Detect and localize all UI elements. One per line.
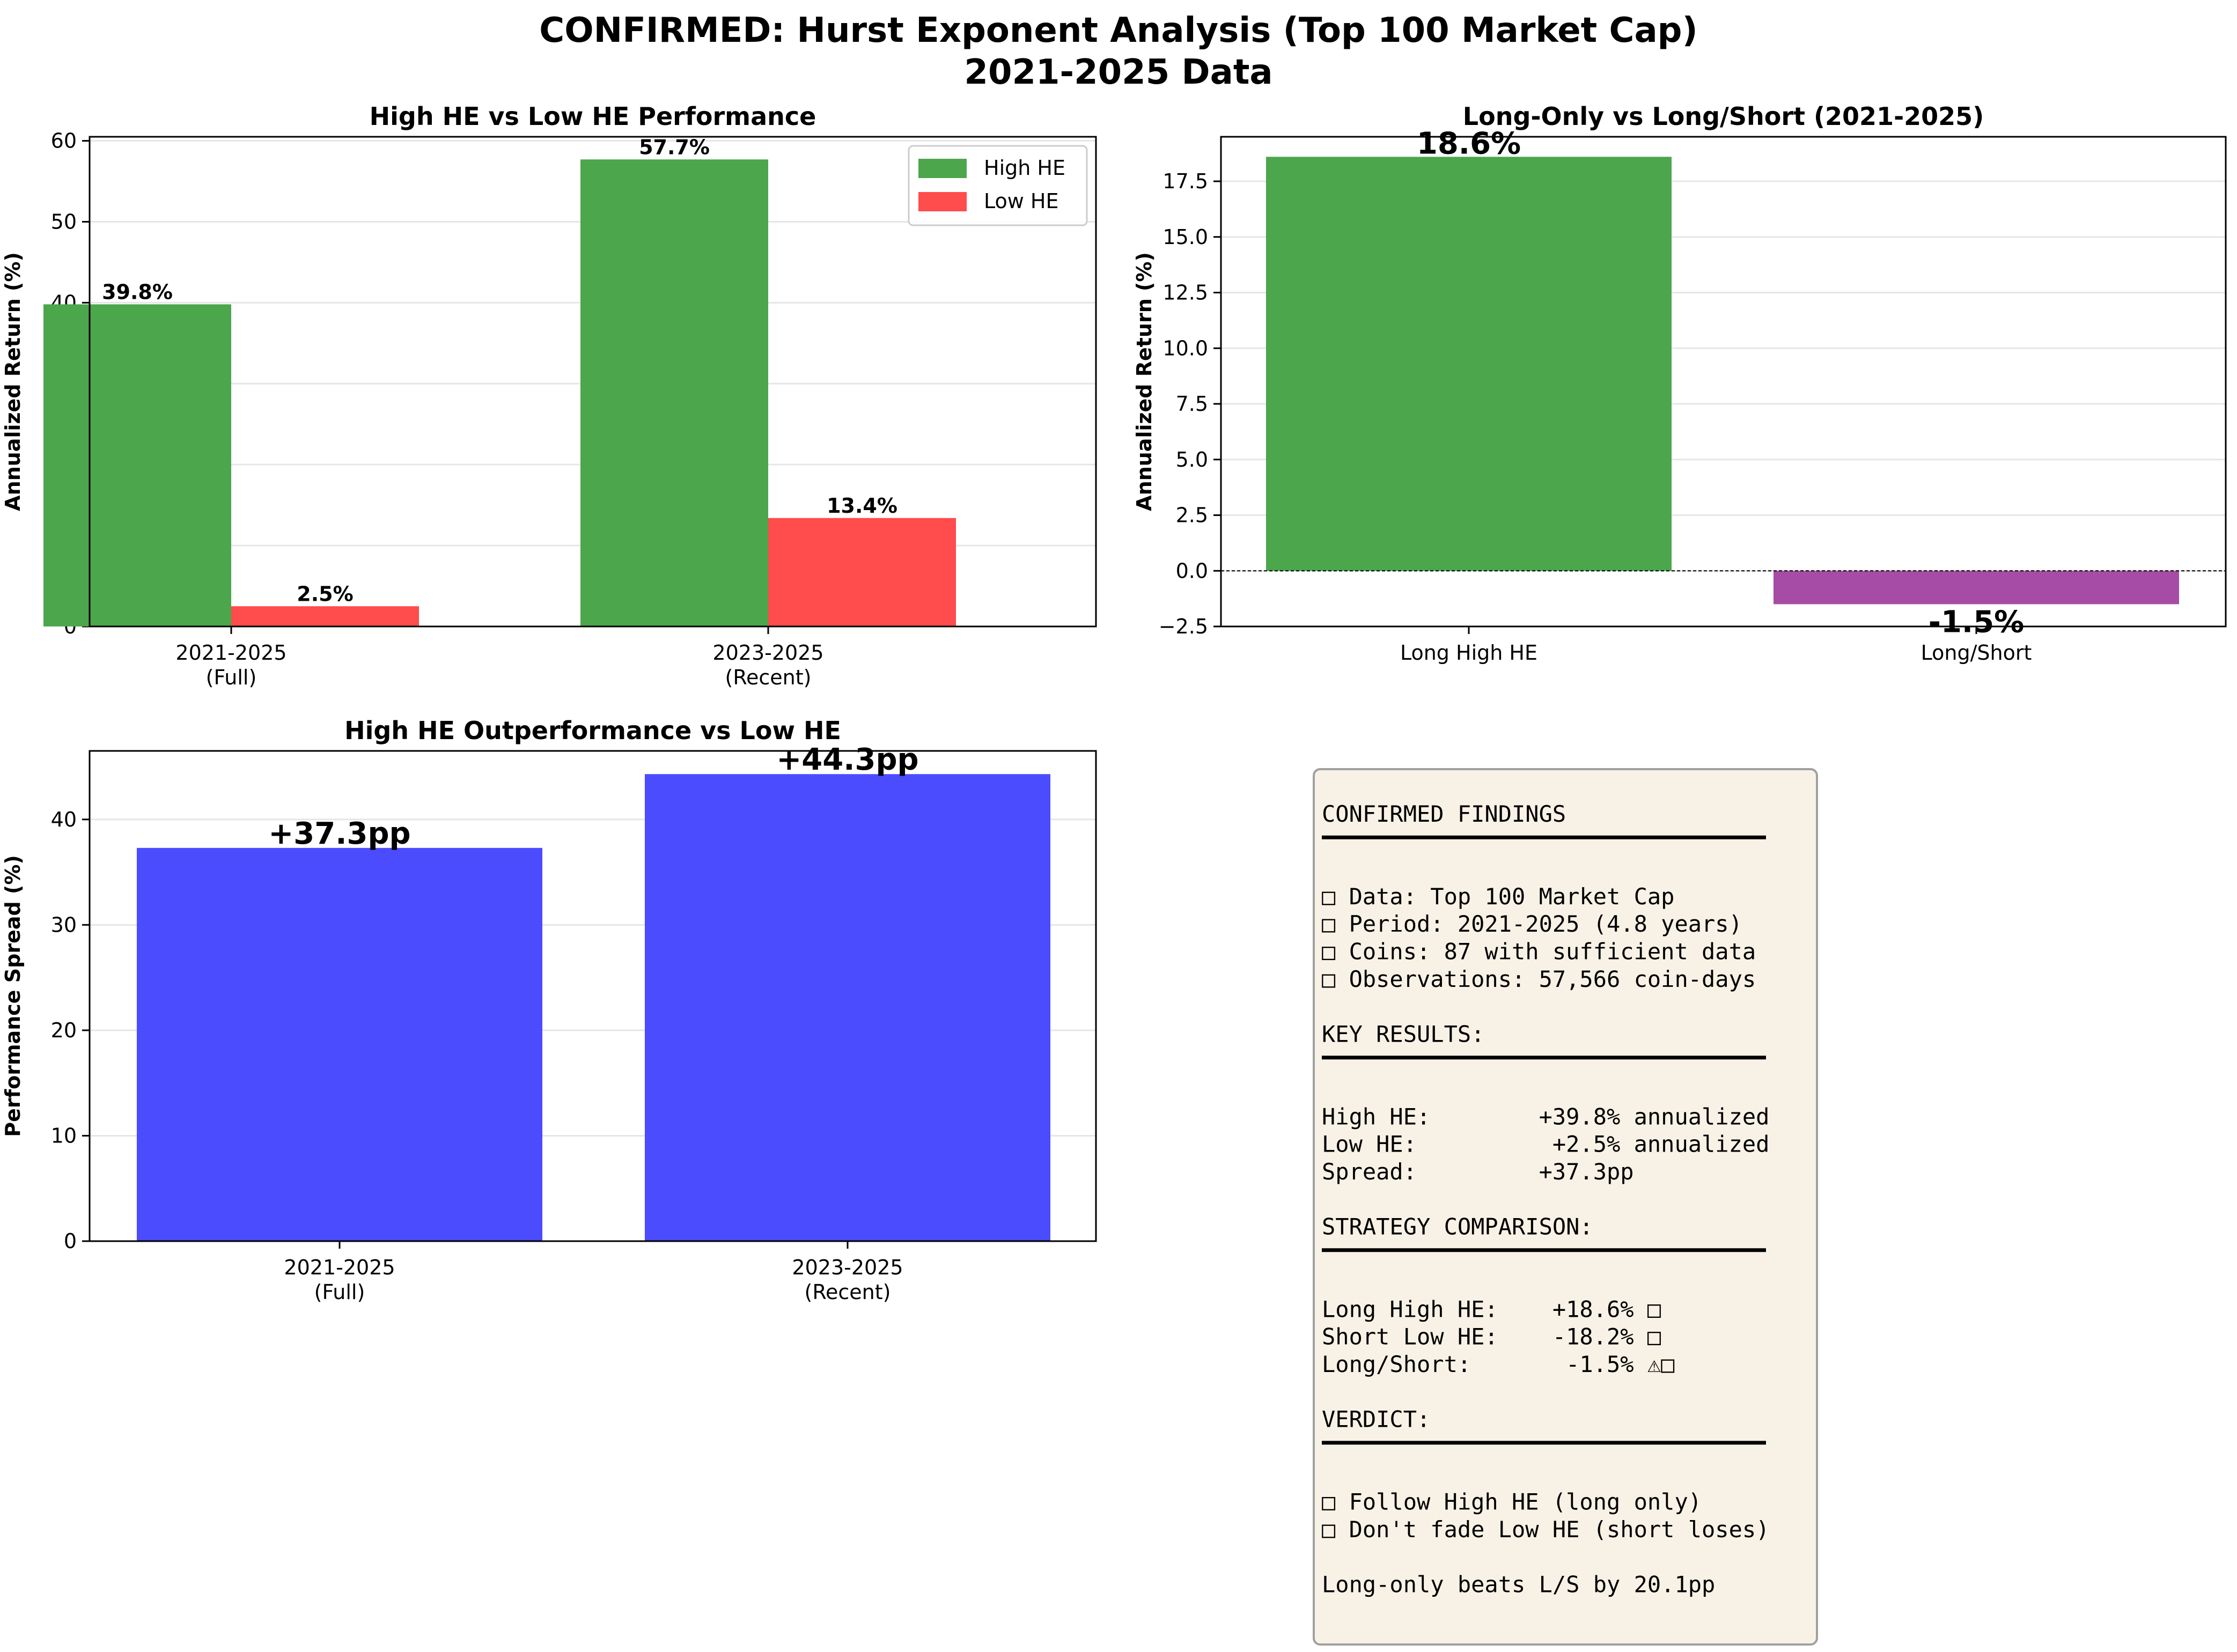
findings-line: VERDICT: <box>1322 1406 1430 1433</box>
bar-low-he <box>768 518 956 626</box>
x-tick-label-line: (Full) <box>206 666 257 689</box>
legend: High HE Low HE <box>908 145 1088 226</box>
findings-line: Long High HE: +18.6% □ <box>1322 1296 1661 1322</box>
y-tick-label: 17.5 <box>1162 169 1208 193</box>
findings-line: Long-only beats L/S by 20.1pp <box>1322 1571 1715 1597</box>
x-tick-label-line: 2023-2025 <box>712 641 823 665</box>
findings-line: High HE: +39.8% annualized <box>1322 1103 1769 1130</box>
findings-line: STRATEGY COMPARISON: <box>1322 1214 1593 1240</box>
x-tick-label-line: Long High HE <box>1400 641 1537 665</box>
findings-line: CONFIRMED FINDINGS <box>1322 801 1566 827</box>
findings-line: □ Data: Top 100 Market Cap <box>1322 883 1674 910</box>
performance-chart: 0102030405060High HE vs Low HE Performan… <box>1 102 1097 689</box>
x-tick-label-line: (Full) <box>314 1280 365 1304</box>
findings-line: □ Period: 2021-2025 (4.8 years) <box>1322 911 1742 937</box>
x-tick-label-line: Long/Short <box>1921 641 2032 665</box>
x-tick-label: 2023-2025 (Recent) <box>712 641 823 689</box>
y-tick-label: 50 <box>51 210 77 233</box>
x-tick-label: 2021-2025 (Full) <box>284 1256 395 1304</box>
bar-high-he <box>43 304 231 626</box>
y-tick-label: 15.0 <box>1162 225 1208 249</box>
y-axis-label: Performance Spread (%) <box>1 855 25 1137</box>
data-label: -1.5% <box>1929 605 2025 640</box>
data-label: +44.3pp <box>776 742 918 777</box>
bar-spread <box>645 774 1050 1241</box>
data-label: 2.5% <box>297 582 353 606</box>
axes-frame <box>89 136 1097 628</box>
spread-chart: 0 10 20 30 40 High HE Outperformance vs Low H… <box>1 716 1097 1304</box>
y-tick-label: 5.0 <box>1176 448 1208 471</box>
figure-title-line2: 2021-2025 Data <box>964 53 1272 92</box>
figure-title-line1: CONFIRMED: Hurst Exponent Analysis (Top … <box>539 11 1697 50</box>
chart-title: High HE Outperformance vs Low HE <box>344 716 841 745</box>
data-label: 57.7% <box>639 135 710 159</box>
findings-line: Low HE: +2.5% annualized <box>1322 1131 1769 1157</box>
legend-swatch <box>918 159 967 178</box>
legend-label: High HE <box>984 156 1065 180</box>
legend-label: Low HE <box>984 189 1059 213</box>
findings-line: □ Follow High HE (long only) <box>1322 1489 1702 1515</box>
y-tick-label: 7.5 <box>1176 392 1208 416</box>
chart-title: High HE vs Low HE Performance <box>370 102 816 131</box>
findings-line: □ Observations: 57,566 coin-days <box>1322 966 1756 992</box>
bar-strategy <box>1774 571 2179 604</box>
findings-line: □ Don't fade Low HE (short loses) <box>1322 1516 1769 1543</box>
findings-line: KEY RESULTS: <box>1322 1021 1484 1047</box>
bar-low-he <box>231 606 419 626</box>
x-tick-label: Long/Short <box>1921 641 2032 665</box>
y-tick-label: 20 <box>51 1019 77 1042</box>
y-tick-label: 12.5 <box>1162 281 1208 305</box>
chart-title: Long-Only vs Long/Short (2021-2025) <box>1463 102 1984 131</box>
x-tick-label-line: 2023-2025 <box>792 1256 903 1279</box>
x-tick-label: 2023-2025 (Recent) <box>792 1256 903 1304</box>
data-label: 13.4% <box>827 494 897 518</box>
legend-swatch <box>918 192 967 211</box>
axes-frame <box>89 750 1097 1242</box>
strategy-chart: −2.5 0.0 2.5 5.0 7.5 10.0 12.5 15.0 17.5 Long-Onl… <box>1132 102 2227 665</box>
data-label: +37.3pp <box>268 816 410 851</box>
x-tick-label-line: (Recent) <box>725 666 812 689</box>
y-tick-label: 10.0 <box>1162 336 1208 360</box>
findings-line: □ Coins: 87 with sufficient data <box>1322 939 1756 965</box>
y-tick-label: 2.5 <box>1176 504 1208 527</box>
y-tick-label: 0 <box>64 1229 77 1253</box>
axes-frame <box>1220 136 2227 628</box>
y-tick-label: 30 <box>51 913 77 936</box>
findings-panel: CONFIRMED FINDINGS □ Data: Top 100 Market… <box>1313 768 1818 1646</box>
findings-line: Long/Short: -1.5% ⚠□ <box>1322 1351 1675 1377</box>
x-tick-label: 2021-2025 (Full) <box>175 641 286 689</box>
y-tick-label: −2.5 <box>1159 615 1208 638</box>
x-tick-label-line: 2021-2025 <box>284 1256 395 1279</box>
x-tick-label-line: (Recent) <box>805 1280 891 1304</box>
y-tick-label: 60 <box>51 129 77 153</box>
bar-high-he <box>580 159 768 627</box>
y-tick-label: 0.0 <box>1176 559 1208 582</box>
y-axis-label: Annualized Return (%) <box>1 252 25 511</box>
y-axis-label: Annualized Return (%) <box>1132 252 1156 511</box>
data-label: 18.6% <box>1417 126 1521 161</box>
y-tick-label: 40 <box>51 808 77 831</box>
x-tick-label: Long High HE <box>1400 641 1537 665</box>
bar-strategy <box>1266 157 1672 571</box>
findings-box <box>1313 768 1818 1646</box>
y-tick-label: 10 <box>51 1124 77 1147</box>
x-tick-label-line: 2021-2025 <box>175 641 286 665</box>
findings-line: Short Low HE: -18.2% □ <box>1322 1324 1661 1350</box>
bar-spread <box>137 847 542 1241</box>
findings-line: Spread: +37.3pp <box>1322 1159 1634 1185</box>
data-label: 39.8% <box>102 280 173 304</box>
